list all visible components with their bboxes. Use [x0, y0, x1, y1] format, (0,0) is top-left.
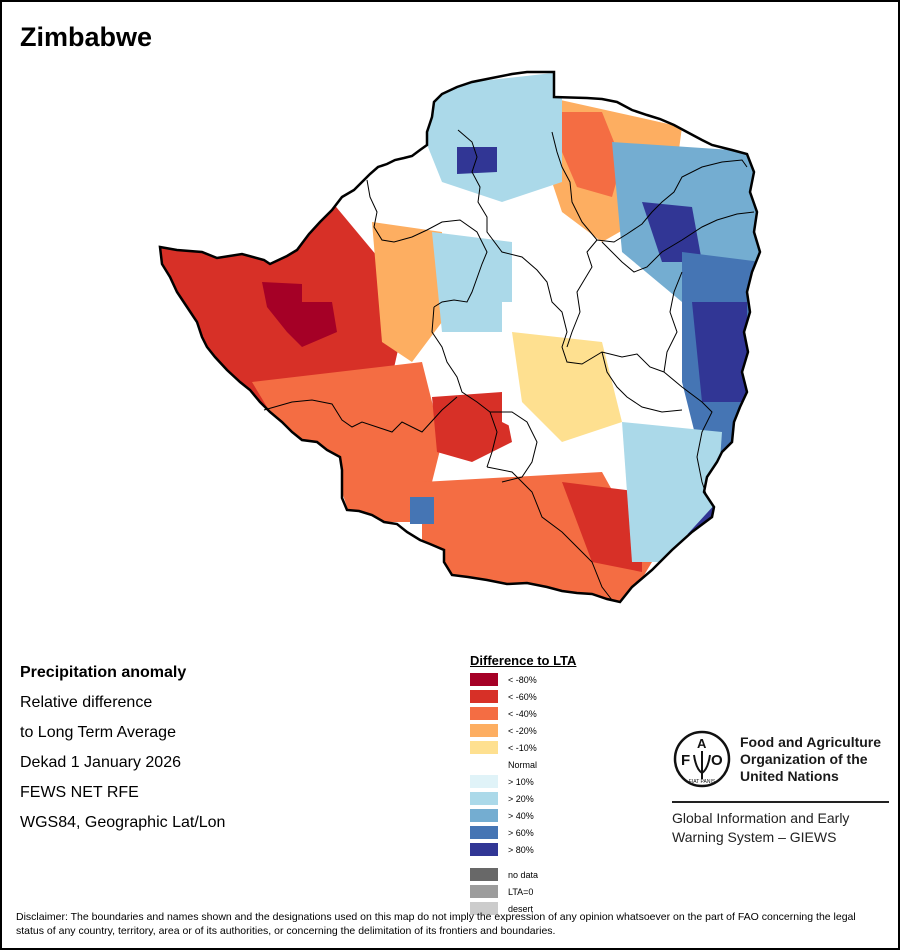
province-boundaries — [263, 129, 755, 601]
info-line: Relative difference — [20, 694, 153, 711]
legend-special-label: desert — [508, 903, 534, 914]
divider — [672, 801, 889, 803]
legend-class-item: > 80% — [470, 841, 576, 858]
anomaly-map — [158, 70, 762, 604]
province-boundary — [551, 131, 748, 243]
province-boundary — [601, 351, 683, 413]
province-boundary — [366, 179, 488, 308]
legend-special-item: no data — [470, 866, 576, 883]
legend-special-item: desert — [470, 900, 576, 917]
legend-class-item: < -20% — [470, 722, 576, 739]
legend-class-swatch — [470, 690, 498, 703]
anomaly-layer — [160, 72, 760, 602]
province-boundary — [431, 306, 498, 468]
info-date: Dekad 1 January 2026 — [20, 754, 181, 771]
anomaly-region-south-west-pocket — [410, 497, 434, 524]
country-border — [158, 70, 762, 604]
province-boundary — [486, 466, 613, 601]
legend-class-swatch — [470, 758, 498, 771]
province-boundary — [457, 129, 665, 373]
legend-class-label: Normal — [508, 759, 538, 770]
fao-name-line: Organization of the — [740, 750, 868, 767]
legend-class-swatch — [470, 809, 498, 822]
anomaly-region-north-central-core — [562, 112, 622, 197]
legend-classes: < -80% < -60% < -40% < -20% < -10% Normal > 10… — [470, 671, 576, 858]
legend-class-swatch — [470, 792, 498, 805]
legend-class-swatch — [470, 741, 498, 754]
giews-line: Warning System – GIEWS — [672, 829, 837, 845]
legend-class-label: < -20% — [508, 725, 537, 736]
legend-class-label: < -10% — [508, 742, 537, 753]
legend-special: no data LTA=0 desert — [470, 866, 576, 917]
anomaly-region-southeast — [622, 422, 722, 562]
legend-class-label: > 10% — [508, 776, 534, 787]
legend-class-item: < -10% — [470, 739, 576, 756]
legend-class-swatch — [470, 707, 498, 720]
legend-class-item: Normal — [470, 756, 576, 773]
anomaly-region-central-west — [432, 232, 512, 332]
map-info: Precipitation anomaly Relative differenc… — [20, 658, 225, 838]
legend-class-label: < -80% — [508, 674, 537, 685]
info-heading: Precipitation anomaly — [20, 664, 187, 681]
legend-class-item: > 60% — [470, 824, 576, 841]
province-boundary — [601, 211, 755, 273]
legend-class-swatch — [470, 724, 498, 737]
legend-class-item: < -60% — [470, 688, 576, 705]
legend-class-swatch — [470, 826, 498, 839]
legend-class-item: > 40% — [470, 807, 576, 824]
legend-class-label: > 20% — [508, 793, 534, 804]
giews-line: Global Information and Early — [672, 810, 850, 826]
legend-class-label: > 40% — [508, 810, 534, 821]
fao-logo-motto: FIAT PANIS — [689, 779, 716, 785]
legend-class-swatch — [470, 775, 498, 788]
legend-class-item: > 20% — [470, 790, 576, 807]
giews-name: Global Information and Early Warning Sys… — [672, 809, 892, 847]
legend-class-label: < -40% — [508, 708, 537, 719]
fao-logo-icon: F A O FIAT PANIS — [673, 730, 731, 788]
anomaly-region-center-west — [372, 222, 442, 362]
anomaly-region-northwest-core — [457, 147, 497, 174]
province-boundary — [566, 239, 598, 348]
fao-name-line: United Nations — [740, 767, 839, 784]
legend-special-swatch — [470, 902, 498, 915]
info-projection: WGS84, Geographic Lat/Lon — [20, 814, 226, 831]
legend-special-label: no data — [508, 869, 539, 880]
fao-logo-letter: O — [711, 752, 723, 769]
legend-class-label: < -60% — [508, 691, 537, 702]
legend-class-item: < -40% — [470, 705, 576, 722]
anomaly-region-center-east — [512, 332, 622, 442]
anomaly-region-south-central — [432, 392, 512, 462]
legend-class-label: > 60% — [508, 827, 534, 838]
anomaly-region-west-core — [262, 282, 337, 347]
map-title: Zimbabwe — [20, 22, 153, 52]
legend-class-swatch — [470, 843, 498, 856]
legend-special-swatch — [470, 885, 498, 898]
anomaly-region-northeast-core — [642, 202, 702, 262]
legend-class-item: < -80% — [470, 671, 576, 688]
legend-special-swatch — [470, 868, 498, 881]
info-source: FEWS NET RFE — [20, 784, 139, 801]
disclaimer: Disclaimer: The boundaries and names sho… — [16, 911, 856, 937]
legend-class-swatch — [470, 673, 498, 686]
legend-special-label: LTA=0 — [508, 886, 534, 897]
legend-class-label: > 80% — [508, 844, 534, 855]
info-line: to Long Term Average — [20, 724, 176, 741]
fao-logo-letter: A — [697, 736, 707, 751]
anomaly-region-south-east — [562, 482, 642, 572]
fao-branding: F A O FIAT PANIS Food and Agriculture Or… — [672, 729, 892, 847]
fao-name-line: Food and Agriculture — [740, 733, 882, 750]
province-boundary — [263, 396, 458, 433]
fao-name: Food and Agriculture Organization of the… — [740, 734, 881, 785]
fao-logo-letter: F — [681, 752, 690, 769]
legend-class-item: > 10% — [470, 773, 576, 790]
province-boundary — [663, 271, 683, 373]
legend-title: Difference to LTA — [470, 653, 577, 668]
legend-special-item: LTA=0 — [470, 883, 576, 900]
legend: Difference to LTA < -80% < -60% < -40% < -2… — [470, 653, 576, 917]
province-boundary — [490, 411, 538, 483]
anomaly-region-southwest — [252, 362, 442, 522]
anomaly-region-east-core — [692, 302, 747, 402]
province-boundary — [663, 371, 713, 498]
